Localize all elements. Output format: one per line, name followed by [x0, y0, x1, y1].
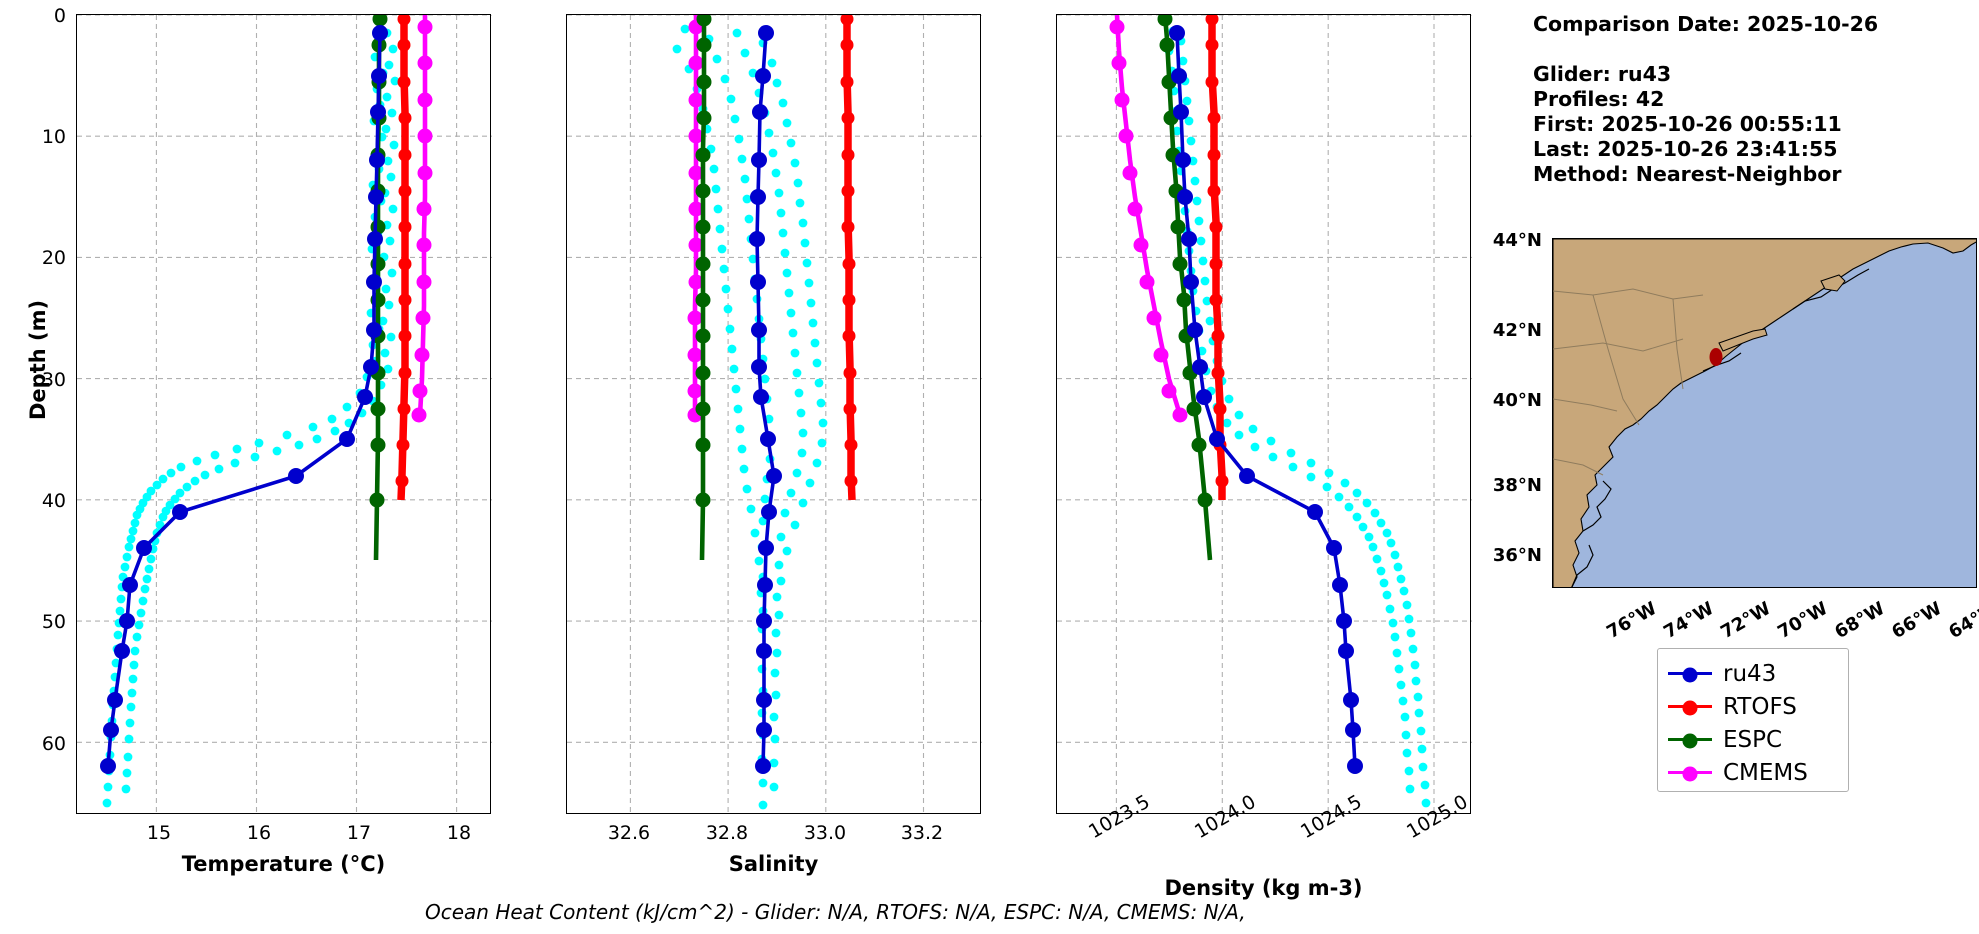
map-lon-tick-66: 66°W	[1888, 598, 1946, 644]
glider-scatter-cloud	[1164, 26, 1431, 808]
series-rtofs	[1205, 15, 1229, 500]
density-axis-label-text: Density (kg m-3)	[1164, 876, 1363, 900]
long-island	[1718, 328, 1768, 352]
grid-lines	[567, 15, 982, 815]
cape-cod	[1820, 274, 1846, 292]
land-mass	[1553, 239, 1976, 587]
glider-scatter-cloud	[672, 24, 828, 810]
series-rtofs	[395, 15, 412, 501]
temperature-tick-17: 17	[346, 822, 372, 844]
temperature-tick-18: 18	[446, 822, 472, 844]
info-first: First: 2025-10-26 00:55:11	[1533, 112, 1842, 136]
salinity-plot-svg	[567, 15, 982, 815]
map-lon-tick-74: 74°W	[1660, 598, 1718, 644]
salinity-tick-328: 32.8	[705, 822, 749, 844]
y-tick-0: 0	[53, 5, 66, 27]
legend-item-ru43[interactable]: ru43	[1668, 657, 1836, 690]
legend-swatch-cmems	[1668, 771, 1712, 774]
legend-item-espc[interactable]: ESPC	[1668, 723, 1836, 756]
map-lon-tick-76: 76°W	[1603, 598, 1661, 644]
legend-item-rtofs[interactable]: RTOFS	[1668, 690, 1836, 723]
y-tick-50: 50	[41, 611, 66, 633]
map-lat-tick-44: 44°N	[1492, 230, 1542, 251]
temperature-plot-svg	[77, 15, 492, 815]
info-last: Last: 2025-10-26 23:41:55	[1533, 137, 1838, 161]
map-svg	[1553, 239, 1976, 587]
series-espc	[695, 15, 712, 561]
map-lat-tick-36: 36°N	[1492, 545, 1542, 566]
panel-salinity	[566, 14, 982, 815]
info-glider: Glider: ru43	[1533, 62, 1672, 86]
legend-label-rtofs: RTOFS	[1723, 693, 1797, 720]
y-tick-60: 60	[41, 733, 66, 755]
density-axis-label: Density (kg m-3)	[1056, 876, 1471, 900]
legend-label-espc: ESPC	[1723, 726, 1783, 753]
legend-swatch-ru43	[1668, 672, 1712, 675]
salinity-axis-label: Salinity	[566, 852, 981, 876]
density-plot-svg	[1057, 15, 1472, 815]
info-comparison-date: Comparison Date: 2025-10-26	[1533, 12, 1879, 36]
y-tick-20: 20	[41, 247, 66, 269]
salinity-tick-326: 32.6	[607, 822, 651, 844]
temperature-tick-15: 15	[146, 822, 172, 844]
legend-swatch-espc	[1668, 738, 1712, 741]
map-panel[interactable]	[1552, 238, 1977, 588]
ocean-heat-content-footer: Ocean Heat Content (kJ/cm^2) - Glider: N…	[425, 900, 1246, 924]
legend-label-cmems: CMEMS	[1723, 759, 1808, 786]
map-lat-tick-40: 40°N	[1492, 390, 1542, 411]
series-ru43	[100, 25, 388, 774]
salinity-axis-label-text: Salinity	[728, 852, 819, 876]
y-tick-30: 30	[41, 369, 66, 391]
series-ru43	[749, 25, 782, 774]
legend-label-ru43: ru43	[1723, 660, 1777, 687]
map-lon-tick-68: 68°W	[1831, 598, 1889, 644]
map-lon-tick-64: 64°W	[1945, 598, 1979, 644]
map-lon-tick-72: 72°W	[1717, 598, 1775, 644]
map-lat-tick-38: 38°N	[1492, 475, 1542, 496]
legend-item-cmems[interactable]: CMEMS	[1668, 756, 1836, 789]
info-profiles: Profiles: 42	[1533, 87, 1665, 111]
y-tick-40: 40	[41, 490, 66, 512]
legend-swatch-rtofs	[1668, 705, 1712, 708]
glider-location-marker	[1709, 348, 1723, 366]
series-rtofs	[840, 15, 858, 501]
temperature-tick-16: 16	[246, 822, 272, 844]
series-ru43	[1169, 25, 1363, 774]
info-method: Method: Nearest-Neighbor	[1533, 162, 1842, 186]
panel-density	[1056, 14, 1472, 815]
salinity-tick-332: 33.2	[900, 822, 944, 844]
y-tick-10: 10	[41, 126, 66, 148]
series-cmems	[1109, 15, 1188, 423]
temperature-axis-label: Temperature (°C)	[76, 852, 491, 876]
map-lat-tick-42: 42°N	[1492, 320, 1542, 341]
series-cmems	[411, 15, 433, 423]
map-lon-tick-70: 70°W	[1774, 598, 1832, 644]
panel-temperature	[76, 14, 492, 815]
temperature-axis-label-text: Temperature (°C)	[181, 852, 386, 876]
salinity-tick-330: 33.0	[803, 822, 847, 844]
y-axis-label: Depth (m)	[26, 299, 50, 420]
state-boundaries	[1553, 288, 1704, 476]
series-legend[interactable]: ru43 RTOFS ESPC CMEMS	[1657, 648, 1849, 792]
series-espc	[1157, 15, 1213, 561]
